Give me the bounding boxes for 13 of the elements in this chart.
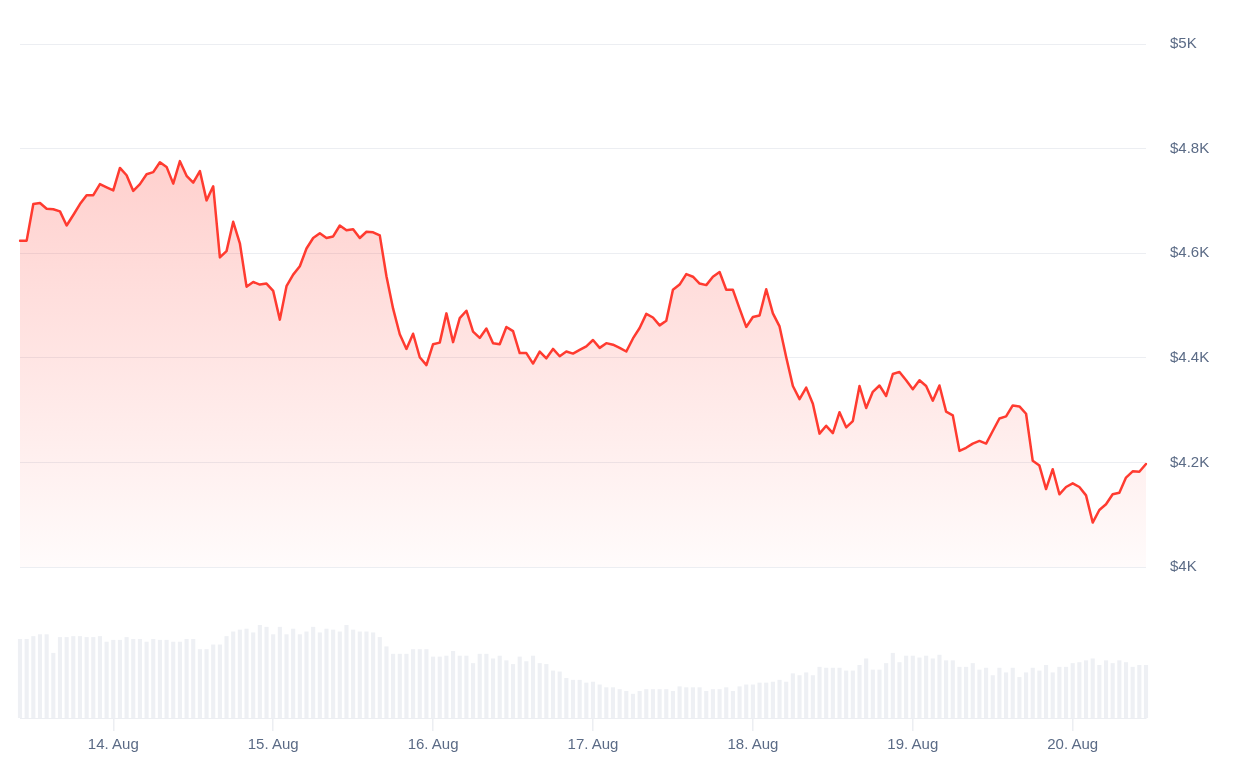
y-tick-label: $5K [1170, 34, 1197, 52]
x-tick-label: 16. Aug [407, 735, 459, 753]
x-tick-label: 17. Aug [567, 735, 619, 753]
y-tick-label: $4.6K [1170, 243, 1210, 261]
x-tick-label: 14. Aug [87, 735, 139, 753]
y-tick-label: $4.4K [1170, 347, 1210, 365]
x-tick-label: 20. Aug [1047, 735, 1099, 753]
y-tick-label: $4.2K [1170, 452, 1210, 470]
y-tick-label: $4K [1170, 557, 1197, 575]
x-tick-label: 19. Aug [887, 735, 939, 753]
x-tick-label: 18. Aug [727, 735, 779, 753]
x-tick-label: 15. Aug [247, 735, 299, 753]
y-tick-label: $4.8K [1170, 138, 1210, 156]
